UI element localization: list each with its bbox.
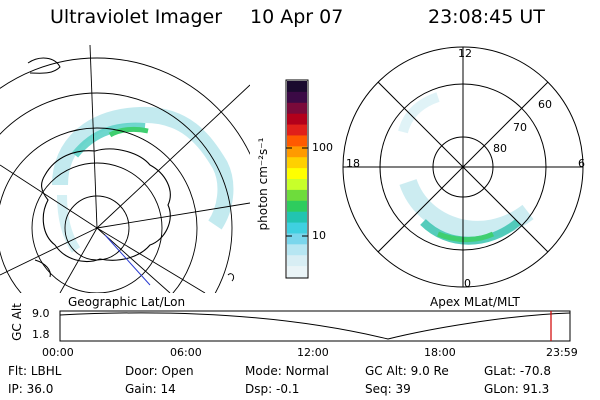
- colorbar-swatch: [287, 102, 307, 115]
- colorbar-swatch: [287, 124, 307, 136]
- colorbar-tick-100: 100: [312, 141, 333, 154]
- colorbar-swatch: [287, 146, 307, 158]
- info-gain: Gain: 14: [125, 382, 176, 396]
- mlat-label-80: 80: [493, 142, 507, 155]
- mlat-label-70: 70: [513, 121, 527, 134]
- right-panel-caption: Apex MLat/MLT: [430, 295, 520, 309]
- info-seq: Seq: 39: [365, 382, 411, 396]
- colorbar-swatch: [287, 135, 307, 147]
- colorbar-swatch: [287, 211, 307, 224]
- colorbar-swatch: [287, 189, 307, 202]
- app-title: Ultraviolet Imager: [50, 6, 223, 28]
- time-label: 23:08:45 UT: [428, 6, 545, 28]
- aurora-oval-geographic: [52, 106, 234, 253]
- info-door: Door: Open: [125, 364, 194, 378]
- colorbar-swatch: [287, 200, 307, 213]
- info-gc-alt: GC Alt: 9.0 Re: [365, 364, 449, 378]
- colorbar-unit-label: photon cm⁻²s⁻¹: [256, 137, 270, 231]
- mlt-label-6: 6: [578, 157, 585, 170]
- left-panel-caption: Geographic Lat/Lon: [68, 295, 186, 309]
- aurora-oval-magnetic: [398, 92, 534, 245]
- time-tick-0000: 00:00: [42, 346, 74, 359]
- time-tick-1800: 18:00: [424, 346, 456, 359]
- mlt-label-18: 18: [346, 157, 360, 170]
- date-label: 10 Apr 07: [250, 6, 344, 28]
- time-tick-1200: 12:00: [297, 346, 329, 359]
- colorbar-swatch: [287, 81, 307, 93]
- mlat-label-60: 60: [538, 98, 552, 111]
- info-filter: Flt: LBHL: [8, 364, 62, 378]
- info-ip: IP: 36.0: [8, 382, 54, 396]
- colorbar-swatch: [287, 222, 307, 234]
- magnetic-polar-plot: [342, 46, 584, 288]
- colorbar-swatch: [287, 233, 307, 245]
- colorbar-swatch: [287, 179, 307, 191]
- info-dsp: Dsp: -0.1: [245, 382, 300, 396]
- colorbar: [285, 79, 309, 279]
- altitude-tick-9: 9.0: [32, 307, 50, 320]
- colorbar-swatch: [287, 168, 307, 180]
- info-glon: GLon: 91.3: [484, 382, 550, 396]
- altitude-axis-title: GC Alt: [10, 303, 24, 341]
- colorbar-swatch: [287, 113, 307, 126]
- mlt-label-12: 12: [458, 47, 472, 60]
- mlt-label-0: 0: [464, 277, 471, 290]
- info-glat: GLat: -70.8: [484, 364, 551, 378]
- time-tick-0600: 06:00: [170, 346, 202, 359]
- altitude-tick-1-8: 1.8: [32, 328, 50, 341]
- colorbar-tick-10: 10: [312, 229, 326, 242]
- colorbar-swatch: [287, 266, 307, 278]
- colorbar-swatch: [287, 91, 307, 104]
- altitude-strip-plot: [59, 310, 571, 342]
- geographic-map: [0, 45, 250, 293]
- colorbar-swatch: [287, 244, 307, 256]
- info-mode: Mode: Normal: [245, 364, 329, 378]
- colorbar-swatch: [287, 157, 307, 169]
- time-tick-2359: 23:59: [546, 346, 578, 359]
- colorbar-swatch: [287, 255, 307, 267]
